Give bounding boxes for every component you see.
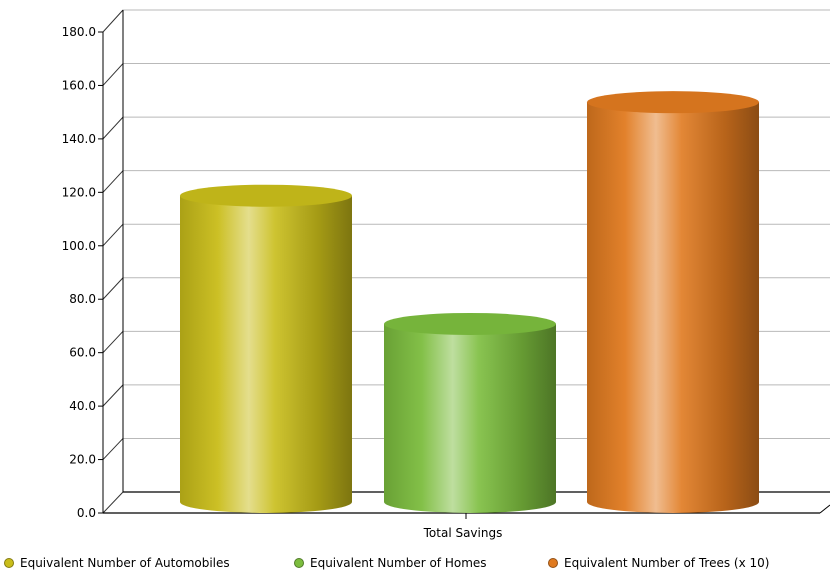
legend-swatch-automobiles	[4, 558, 14, 568]
legend-label-homes: Equivalent Number of Homes	[310, 556, 487, 570]
bar-3	[587, 91, 759, 514]
y-tick-label: 80.0	[69, 292, 96, 306]
wall-tick	[102, 116, 124, 140]
bar-top	[384, 312, 556, 335]
y-tick-label: 100.0	[62, 239, 96, 253]
y-tick-label: 120.0	[62, 185, 96, 199]
wall-tick	[102, 170, 124, 193]
wall-tick	[102, 63, 124, 86]
bar-body	[587, 102, 759, 514]
bar-top	[180, 184, 352, 207]
legend-swatch-homes	[294, 558, 304, 568]
y-tick-label: 40.0	[69, 399, 96, 413]
y-tick-label: 180.0	[62, 25, 96, 39]
wall-tick	[102, 438, 124, 460]
x-category-label: Total Savings	[423, 526, 503, 540]
y-tick-label: 140.0	[62, 132, 96, 146]
bar-body	[384, 323, 556, 513]
wall-tick	[102, 384, 124, 407]
y-tick-label: 160.0	[62, 78, 96, 92]
bar-top	[587, 91, 759, 114]
wall-tick	[102, 330, 124, 354]
wall-tick	[102, 223, 124, 247]
bar-2	[384, 312, 556, 513]
y-tick-label: 60.0	[69, 346, 96, 360]
legend-swatch-trees	[548, 558, 558, 568]
wall-tick	[102, 9, 124, 33]
y-tick-label: 20.0	[69, 453, 96, 467]
legend-item-automobiles[interactable]: Equivalent Number of Automobiles	[4, 556, 230, 570]
wall-tick	[102, 491, 124, 514]
legend: Equivalent Number of Automobiles Equival…	[0, 556, 830, 576]
wall-tick	[102, 277, 124, 300]
bars	[180, 91, 759, 514]
legend-item-homes[interactable]: Equivalent Number of Homes	[294, 556, 487, 570]
bar-1	[180, 184, 352, 513]
bar-body	[180, 195, 352, 513]
legend-item-trees[interactable]: Equivalent Number of Trees (x 10)	[548, 556, 769, 570]
y-tick-label: 0.0	[77, 506, 96, 520]
floor-right-edge	[819, 504, 830, 514]
legend-label-automobiles: Equivalent Number of Automobiles	[20, 556, 230, 570]
tick-labels: 0.0 20.0 40.0 60.0 80.0 100.0 120.0 140.0 160.0 1…	[62, 25, 503, 540]
legend-label-trees: Equivalent Number of Trees (x 10)	[564, 556, 770, 570]
